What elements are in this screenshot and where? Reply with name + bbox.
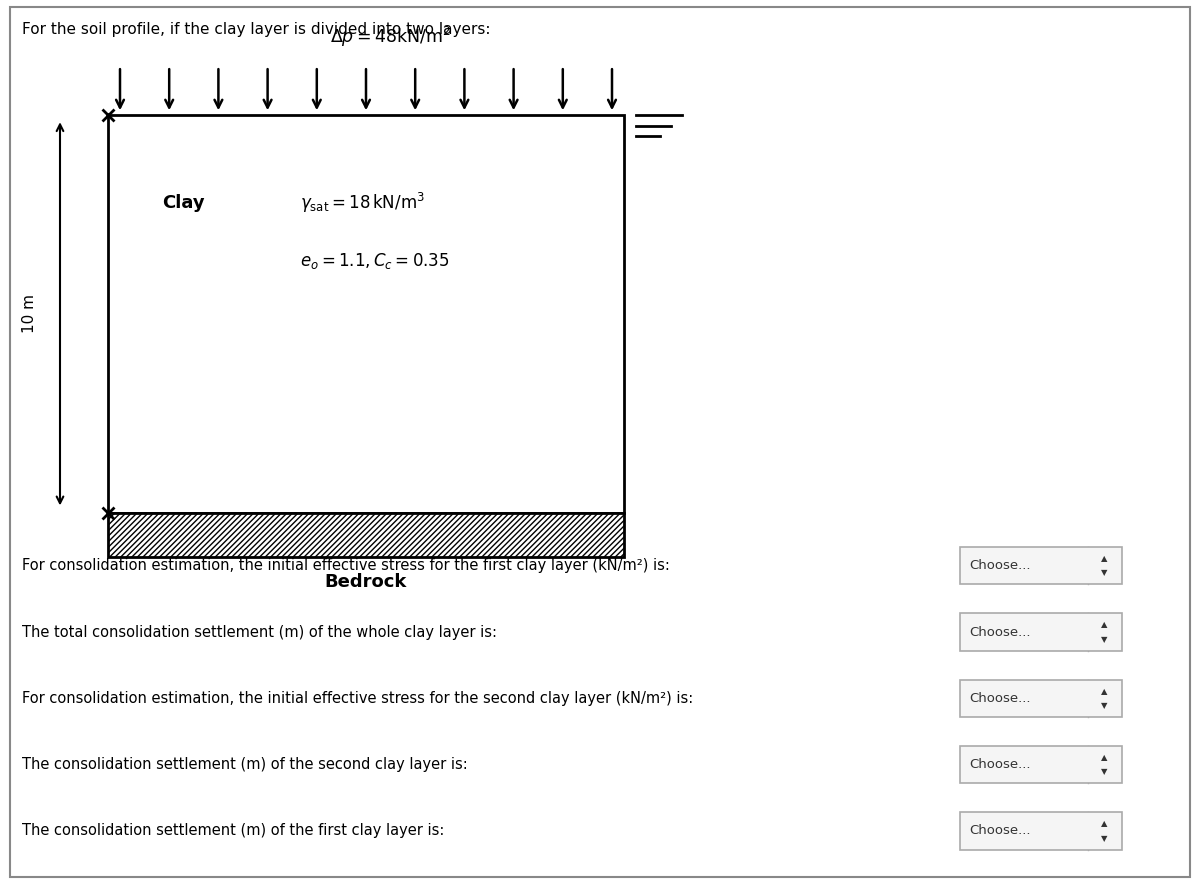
Bar	[960, 680, 1122, 717]
Text: For consolidation estimation, the initial effective stress for the second clay l: For consolidation estimation, the initia…	[22, 691, 692, 705]
Bar	[960, 746, 1122, 783]
Text: Clay: Clay	[162, 194, 205, 212]
Text: ▲: ▲	[1100, 621, 1108, 629]
Text: ▼: ▼	[1100, 834, 1108, 842]
Text: For consolidation estimation, the initial effective stress for the first clay la: For consolidation estimation, the initia…	[22, 559, 670, 573]
Text: ▲: ▲	[1100, 819, 1108, 828]
Text: ▼: ▼	[1100, 568, 1108, 577]
Text: The consolidation settlement (m) of the second clay layer is:: The consolidation settlement (m) of the …	[22, 758, 467, 772]
Text: ▲: ▲	[1100, 554, 1108, 563]
Text: ▼: ▼	[1100, 767, 1108, 776]
Text: ▲: ▲	[1100, 687, 1108, 696]
Text: Choose...: Choose...	[970, 626, 1031, 638]
Bar	[108, 513, 624, 557]
Text: Choose...: Choose...	[970, 692, 1031, 705]
Text: The consolidation settlement (m) of the first clay layer is:: The consolidation settlement (m) of the …	[22, 824, 444, 838]
Bar	[960, 547, 1122, 584]
Text: 10 m: 10 m	[23, 294, 37, 333]
Text: Bedrock: Bedrock	[325, 573, 407, 591]
Text: Choose...: Choose...	[970, 758, 1031, 771]
Text: Choose...: Choose...	[970, 560, 1031, 572]
Text: $\gamma_{\mathrm{sat}} = 18\,\mathrm{kN/m}^3$: $\gamma_{\mathrm{sat}} = 18\,\mathrm{kN/…	[300, 191, 425, 216]
Bar	[960, 613, 1122, 651]
Text: $\Delta p = 48\mathrm{kN/m}^2$: $\Delta p = 48\mathrm{kN/m}^2$	[330, 25, 450, 49]
Text: Choose...: Choose...	[970, 825, 1031, 837]
Text: $e_o = 1.1, C_c = 0.35$: $e_o = 1.1, C_c = 0.35$	[300, 251, 450, 271]
Text: ▼: ▼	[1100, 701, 1108, 710]
Text: The total consolidation settlement (m) of the whole clay layer is:: The total consolidation settlement (m) o…	[22, 625, 497, 639]
Text: ▲: ▲	[1100, 753, 1108, 762]
Bar	[108, 115, 624, 513]
Bar	[960, 812, 1122, 850]
Text: For the soil profile, if the clay layer is divided into two layers:: For the soil profile, if the clay layer …	[22, 22, 490, 37]
Text: ▼: ▼	[1100, 635, 1108, 644]
